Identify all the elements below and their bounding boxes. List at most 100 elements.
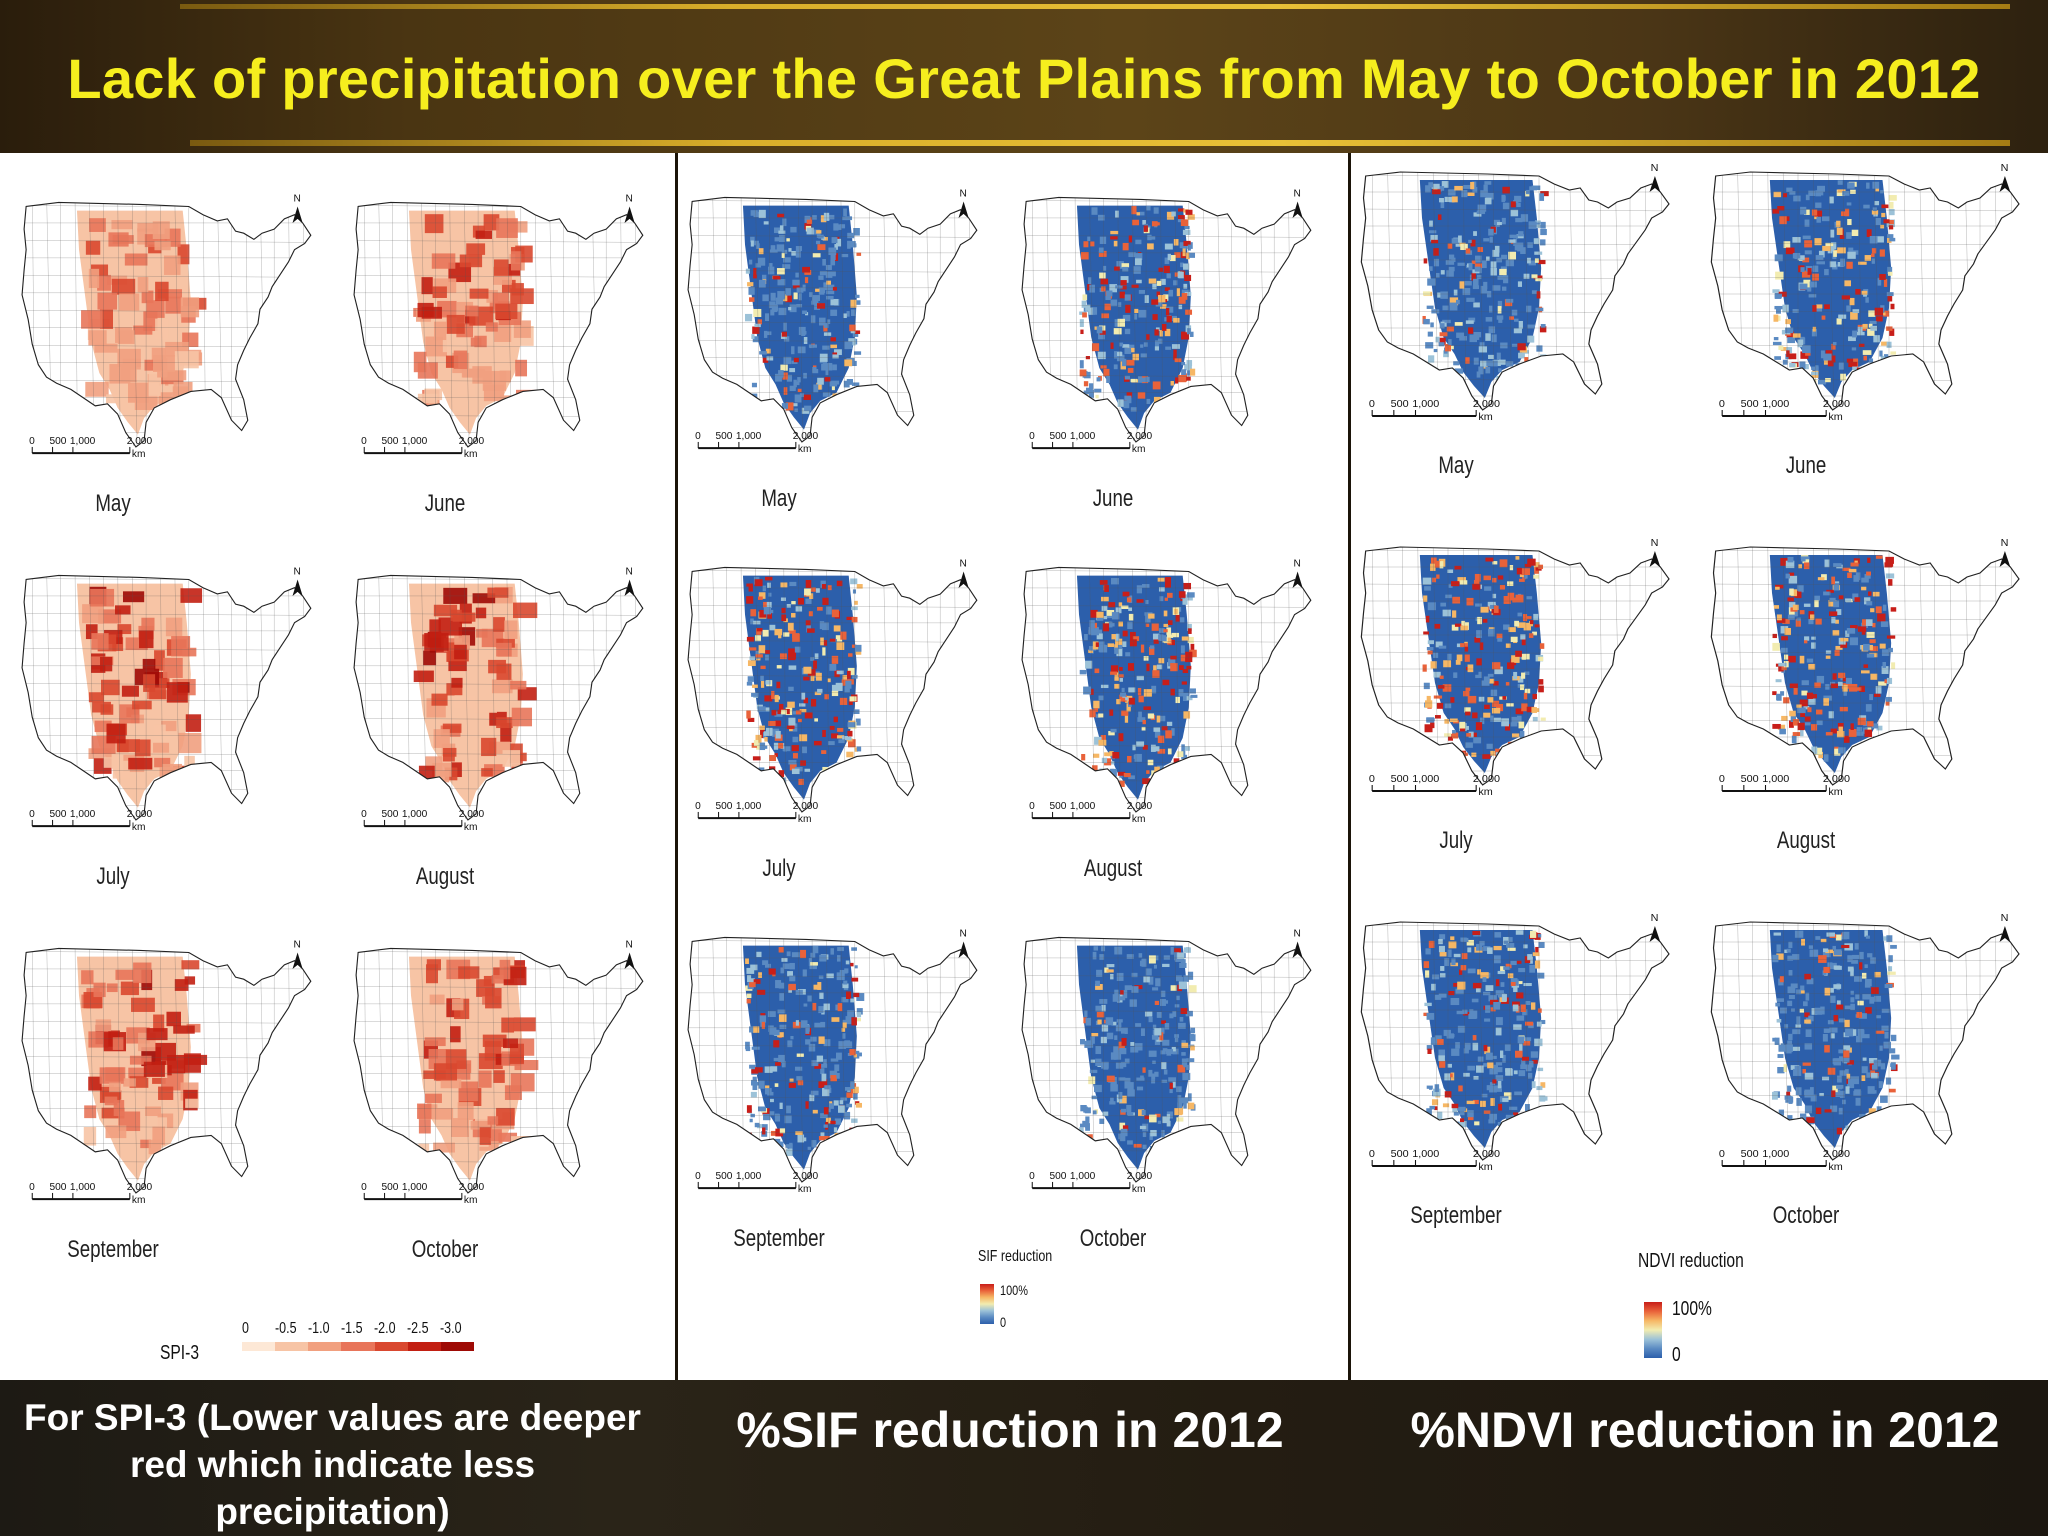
ndvi-map-may: N 0 500 1,000 2,000 km <box>1357 158 1682 448</box>
sif-month-label: June <box>1092 485 1134 512</box>
ndvi-legend-title: NDVI reduction <box>1638 1250 1744 1272</box>
north-arrow-icon: N <box>292 566 303 596</box>
panel-divider <box>1348 153 1351 1380</box>
sif-legend-title: SIF reduction <box>978 1248 1053 1265</box>
scale-bar: 0 500 1,000 2,000 km <box>29 1182 152 1206</box>
svg-text:500: 500 <box>716 431 733 442</box>
svg-text:N: N <box>2001 163 2009 174</box>
svg-text:1,000: 1,000 <box>70 809 96 820</box>
svg-text:km: km <box>132 449 146 460</box>
scale-bar: 0 500 1,000 2,000 km <box>1369 774 1500 798</box>
svg-text:km: km <box>1478 412 1492 423</box>
svg-text:2,000: 2,000 <box>459 436 485 447</box>
scale-bar: 0 500 1,000 2,000 km <box>29 436 152 460</box>
svg-text:1,000: 1,000 <box>402 809 428 820</box>
slide-footer: For SPI-3 (Lower values are deeper red w… <box>0 1380 2048 1536</box>
svg-text:0: 0 <box>1719 1149 1725 1160</box>
svg-text:2,000: 2,000 <box>127 809 153 820</box>
svg-text:1,000: 1,000 <box>736 1171 762 1182</box>
svg-text:N: N <box>1294 188 1301 199</box>
sif-legend-colorbar <box>980 1284 994 1324</box>
svg-text:2,000: 2,000 <box>1823 774 1850 785</box>
ndvi-map-july: N 0 500 1,000 2,000 km <box>1357 533 1682 823</box>
svg-text:500: 500 <box>1050 431 1067 442</box>
svg-text:km: km <box>464 449 478 460</box>
slide-header: Lack of precipitation over the Great Pla… <box>0 0 2048 153</box>
sif-month-label: May <box>761 485 797 512</box>
ndvi-legend-min: 0 <box>1672 1344 1681 1366</box>
svg-text:500: 500 <box>50 809 67 820</box>
svg-text:km: km <box>798 1184 812 1195</box>
svg-text:1,000: 1,000 <box>1412 399 1439 410</box>
ndvi-month-label: October <box>1772 1202 1839 1229</box>
svg-text:km: km <box>464 822 478 833</box>
north-arrow-icon: N <box>1999 538 2011 567</box>
svg-text:N: N <box>1651 538 1659 549</box>
spi-caption: For SPI-3 (Lower values are deeper red w… <box>24 1397 641 1532</box>
ndvi-panel: N 0 500 1,000 2,000 km May N 0 500 1,000 2,000 km Jun… <box>1351 153 2048 1380</box>
svg-text:2,000: 2,000 <box>1473 1149 1500 1160</box>
svg-text:km: km <box>1132 444 1146 455</box>
svg-text:0: 0 <box>361 1182 367 1193</box>
spi-legend: SPI-3 0 -0.5 -1.0 -1.5 -2.0 -2.5 -3.0 <box>150 1320 480 1375</box>
svg-text:0: 0 <box>1029 801 1035 812</box>
header-bottom-rule <box>190 140 2010 146</box>
svg-text:1,000: 1,000 <box>402 1182 428 1193</box>
north-arrow-icon: N <box>1649 913 1661 942</box>
ndvi-month-label: August <box>1776 827 1835 854</box>
svg-text:500: 500 <box>382 436 399 447</box>
north-arrow-icon: N <box>624 193 635 223</box>
spi-legend-swatch <box>440 1342 474 1351</box>
sif-month-label: October <box>1079 1225 1147 1252</box>
spi-legend-tick: -1.5 <box>341 1320 363 1337</box>
spi-month-label: July <box>96 863 130 890</box>
svg-text:N: N <box>294 939 301 950</box>
ndvi-month-label: July <box>1438 827 1473 854</box>
svg-text:1,000: 1,000 <box>70 436 96 447</box>
slide-title: Lack of precipitation over the Great Pla… <box>67 47 1981 110</box>
north-arrow-icon: N <box>1292 558 1303 588</box>
north-arrow-icon: N <box>958 558 969 588</box>
sif-legend-min: 0 <box>1000 1314 1007 1330</box>
sif-month-label: September <box>733 1225 825 1252</box>
svg-text:500: 500 <box>716 1171 733 1182</box>
svg-text:500: 500 <box>1050 801 1067 812</box>
ndvi-map-june: N 0 500 1,000 2,000 km <box>1707 158 2032 448</box>
svg-text:0: 0 <box>29 1182 35 1193</box>
sif-map-july: N 0 500 1,000 2,000 km <box>684 553 989 851</box>
spi-legend-swatch <box>308 1342 342 1351</box>
north-arrow-icon: N <box>292 193 303 223</box>
svg-text:0: 0 <box>695 1171 701 1182</box>
svg-text:km: km <box>1478 787 1492 798</box>
svg-text:1,000: 1,000 <box>70 1182 96 1193</box>
svg-text:N: N <box>2001 913 2009 924</box>
sif-map-september: N 0 500 1,000 2,000 km <box>684 923 989 1221</box>
svg-text:1,000: 1,000 <box>1070 801 1096 812</box>
spi-legend-tick: -2.0 <box>374 1320 396 1337</box>
svg-text:N: N <box>294 193 301 204</box>
spi-legend-tick: -1.0 <box>308 1320 330 1337</box>
svg-text:500: 500 <box>1741 399 1759 410</box>
spi-legend-tick: -3.0 <box>440 1320 462 1337</box>
sif-map-may: N 0 500 1,000 2,000 km <box>684 183 989 481</box>
north-arrow-icon: N <box>624 566 635 596</box>
svg-text:0: 0 <box>1369 1149 1375 1160</box>
spi-month-label: September <box>67 1236 159 1263</box>
spi-legend-swatch <box>275 1342 309 1351</box>
svg-text:N: N <box>1294 928 1301 939</box>
svg-text:0: 0 <box>29 809 35 820</box>
scale-bar: 0 500 1,000 2,000 km <box>361 1182 484 1206</box>
svg-text:500: 500 <box>1050 1171 1067 1182</box>
svg-text:N: N <box>960 188 967 199</box>
svg-text:km: km <box>798 444 812 455</box>
svg-text:2,000: 2,000 <box>127 1182 153 1193</box>
spi-month-label: June <box>424 490 466 517</box>
ndvi-legend-colorbar <box>1644 1302 1662 1358</box>
sif-map-october: N 0 500 1,000 2,000 km <box>1018 923 1323 1221</box>
scale-bar: 0 500 1,000 2,000 km <box>1719 774 1850 798</box>
north-arrow-icon: N <box>1292 928 1303 958</box>
svg-text:2,000: 2,000 <box>1823 399 1850 410</box>
svg-text:km: km <box>1828 787 1842 798</box>
svg-text:2,000: 2,000 <box>793 801 819 812</box>
svg-text:0: 0 <box>695 431 701 442</box>
